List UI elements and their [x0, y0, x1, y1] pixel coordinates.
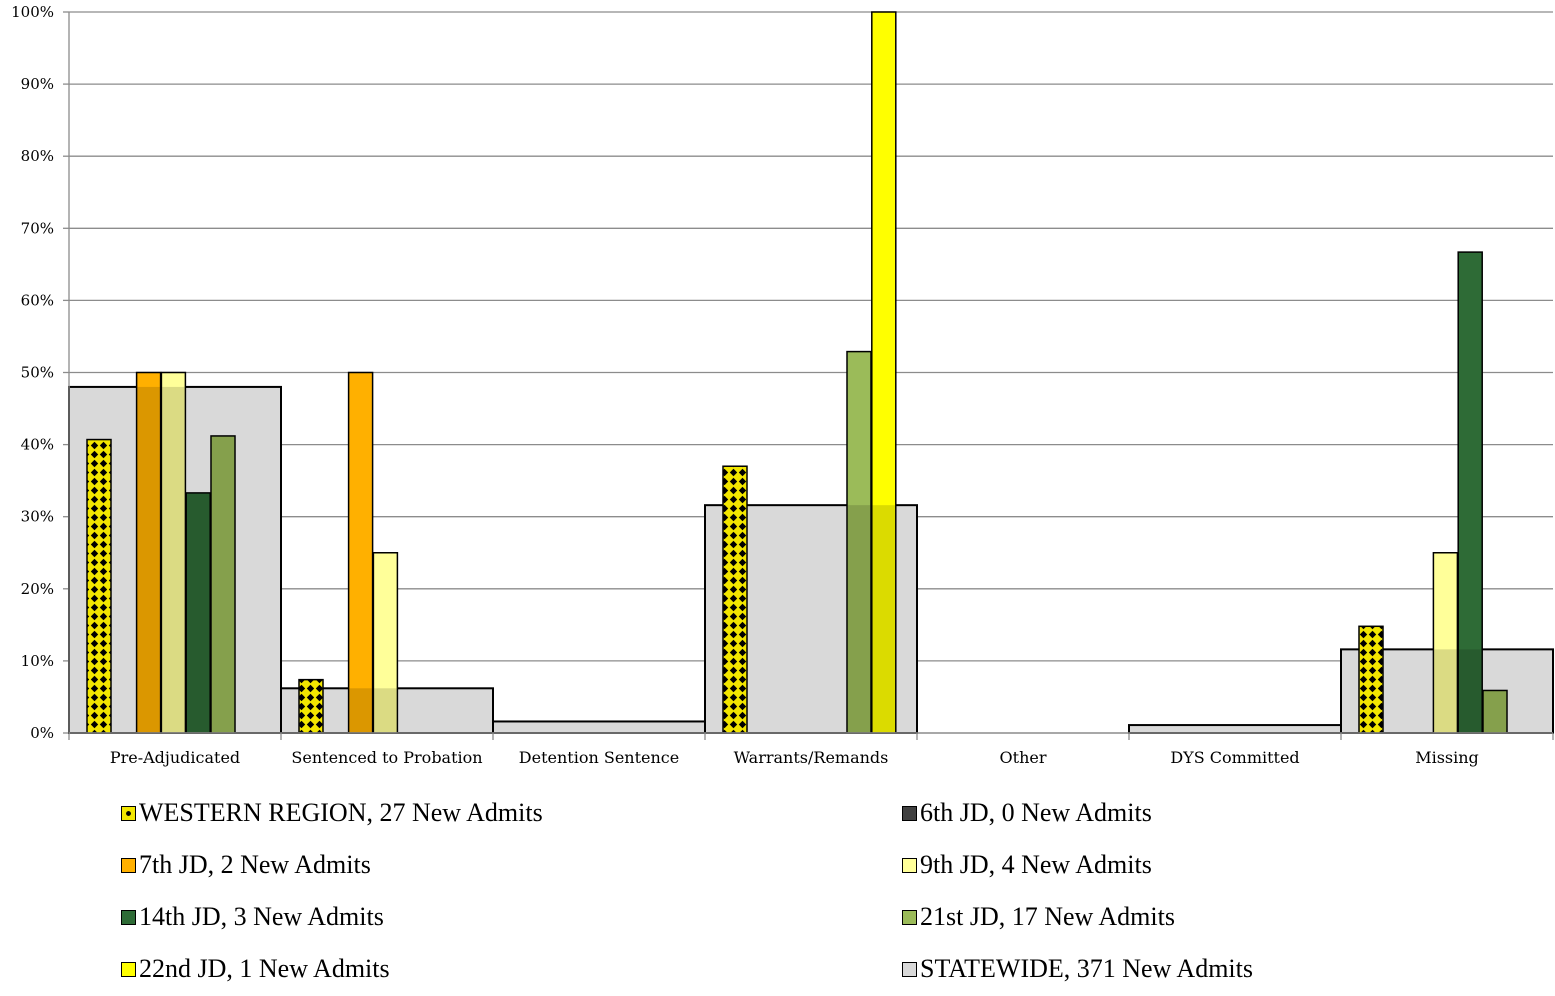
statewide-bars: [68, 385, 1554, 735]
y-tick-label: 60%: [21, 291, 54, 309]
bar-14th-jd-3-new-admits-missing: [1457, 251, 1483, 734]
x-category-label: Detention Sentence: [519, 748, 679, 767]
bar-overlap-shade: [847, 505, 871, 733]
legend-swatch: [902, 909, 917, 925]
legend-label: 21st JD, 17 New Admits: [920, 902, 1175, 931]
legend-label: STATEWIDE, 371 New Admits: [920, 954, 1253, 983]
legend-swatch: [121, 909, 136, 925]
legend: WESTERN REGION, 27 New Admits 6th JD, 0 N…: [0, 790, 1555, 996]
axes: [68, 12, 1554, 740]
y-tick-label: 80%: [21, 147, 54, 165]
bar-western-region-27-new-admits-warrants-remands: [722, 465, 748, 734]
legend-swatch: [902, 805, 917, 821]
bar-22nd-jd-1-new-admits-warrants-remands: [871, 11, 897, 734]
bar-overlap-shade: [1483, 690, 1507, 733]
bar-overlap-shade: [374, 688, 397, 733]
bar-statewide-detention-sentence: [492, 720, 706, 734]
x-category-label: Missing: [1415, 748, 1479, 767]
bar-9th-jd-4-new-admits-sentenced-to-probation: [372, 552, 399, 734]
region-bars: [86, 11, 1508, 734]
y-tick-label: 100%: [11, 3, 54, 21]
bar-western-region-27-new-admits-missing: [1358, 625, 1384, 734]
bar-9th-jd-4-new-admits-missing: [1432, 552, 1459, 734]
bar-overlap-shade: [137, 386, 160, 733]
bar-9th-jd-4-new-admits-pre-adjudicated: [160, 371, 187, 734]
bar-statewide-dys-committed: [1128, 724, 1342, 734]
legend-label: WESTERN REGION, 27 New Admits: [139, 798, 543, 827]
legend-label: 9th JD, 4 New Admits: [920, 850, 1152, 879]
legend-item-14th-jd-3-new-admits: 14th JD, 3 New Admits: [121, 902, 384, 932]
legend-label: 14th JD, 3 New Admits: [139, 902, 384, 931]
x-category-label: Sentenced to Probation: [291, 748, 482, 767]
legend-label: 22nd JD, 1 New Admits: [139, 954, 390, 983]
bar-21st-jd-17-new-admits-pre-adjudicated: [210, 435, 236, 734]
bar-overlap-shade: [872, 505, 896, 733]
legend-item-western-region-27-new-admits: WESTERN REGION, 27 New Admits: [121, 798, 543, 828]
bar-21st-jd-17-new-admits-warrants-remands: [846, 350, 872, 734]
legend-swatch: [121, 961, 136, 977]
legend-item-7th-jd-2-new-admits: 7th JD, 2 New Admits: [121, 850, 371, 880]
legend-swatch: [902, 961, 917, 977]
bar-overlap-shade: [186, 492, 210, 733]
x-category-labels: Pre-Adjudicated Sentenced to Probation Det…: [110, 748, 1479, 767]
bar-21st-jd-17-new-admits-missing: [1482, 689, 1508, 734]
legend-item-statewide-371-new-admits: STATEWIDE, 371 New Admits: [902, 954, 1253, 984]
legend-label: 7th JD, 2 New Admits: [139, 850, 371, 879]
bar-overlap-shade: [211, 435, 235, 733]
legend-item-6th-jd-0-new-admits: 6th JD, 0 New Admits: [902, 798, 1152, 828]
x-category-label: Pre-Adjudicated: [110, 748, 240, 767]
x-category-label: Warrants/Remands: [734, 748, 889, 767]
bar-western-region-27-new-admits-sentenced-to-probation: [298, 678, 324, 734]
y-tick-labels: 0% 10% 20% 30% 40% 50% 60% 70% 80% 90% 100%: [11, 3, 54, 742]
legend-item-9th-jd-4-new-admits: 9th JD, 4 New Admits: [902, 850, 1152, 880]
legend-swatch: [902, 857, 917, 873]
y-tick-label: 10%: [21, 652, 54, 670]
legend-item-22nd-jd-1-new-admits: 22nd JD, 1 New Admits: [121, 954, 390, 984]
y-tick-label: 30%: [21, 508, 54, 526]
y-tick-label: 0%: [30, 724, 54, 742]
y-tick-label: 40%: [21, 436, 54, 454]
legend-swatch: [121, 805, 136, 821]
y-tick-label: 20%: [21, 580, 54, 598]
legend-label: 6th JD, 0 New Admits: [920, 798, 1152, 827]
x-category-label: DYS Committed: [1170, 748, 1299, 767]
y-tick-label: 50%: [21, 364, 54, 382]
bar-overlap-shade: [1434, 649, 1457, 733]
bar-overlap-shade: [1458, 649, 1482, 733]
bar-overlap-shade: [162, 386, 185, 733]
bar-7th-jd-2-new-admits-sentenced-to-probation: [347, 371, 374, 734]
bar-overlap-shade: [349, 688, 372, 733]
x-category-label: Other: [1000, 748, 1047, 767]
bar-chart: 0% 10% 20% 30% 40% 50% 60% 70% 80% 90% 100% Pre-Ad…: [11, 3, 1554, 767]
bar-western-region-27-new-admits-pre-adjudicated: [86, 438, 112, 734]
y-tick-label: 90%: [21, 75, 54, 93]
y-tick-label: 70%: [21, 219, 54, 237]
legend-item-21st-jd-17-new-admits: 21st JD, 17 New Admits: [902, 902, 1175, 932]
legend-swatch: [121, 857, 136, 873]
